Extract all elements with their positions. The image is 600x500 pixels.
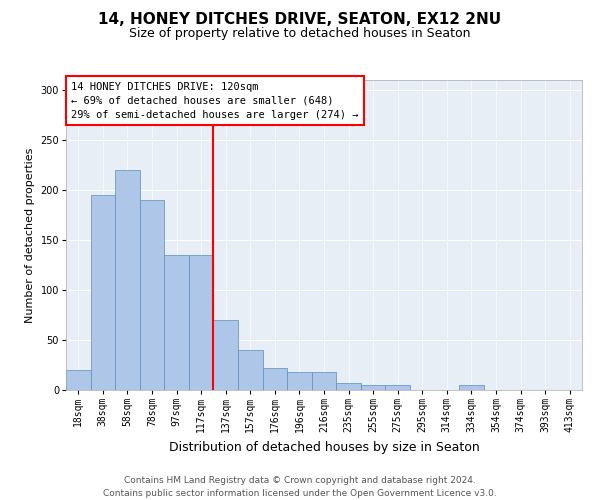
Bar	[140, 200, 164, 390]
Bar	[164, 255, 189, 390]
Text: 14 HONEY DITCHES DRIVE: 120sqm
← 69% of detached houses are smaller (648)
29% of: 14 HONEY DITCHES DRIVE: 120sqm ← 69% of …	[71, 82, 359, 120]
Text: Size of property relative to detached houses in Seaton: Size of property relative to detached ho…	[129, 28, 471, 40]
Bar	[214, 320, 238, 390]
Text: 14, HONEY DITCHES DRIVE, SEATON, EX12 2NU: 14, HONEY DITCHES DRIVE, SEATON, EX12 2N…	[98, 12, 502, 28]
Bar	[336, 383, 361, 390]
Y-axis label: Number of detached properties: Number of detached properties	[25, 148, 35, 322]
Bar	[263, 368, 287, 390]
Bar	[115, 170, 140, 390]
Bar	[385, 385, 410, 390]
Bar	[312, 372, 336, 390]
Bar	[189, 255, 214, 390]
Bar	[91, 195, 115, 390]
X-axis label: Distribution of detached houses by size in Seaton: Distribution of detached houses by size …	[169, 440, 479, 454]
Bar	[238, 350, 263, 390]
Bar	[287, 372, 312, 390]
Bar	[361, 385, 385, 390]
Bar	[459, 385, 484, 390]
Bar	[66, 370, 91, 390]
Text: Contains HM Land Registry data © Crown copyright and database right 2024.
Contai: Contains HM Land Registry data © Crown c…	[103, 476, 497, 498]
